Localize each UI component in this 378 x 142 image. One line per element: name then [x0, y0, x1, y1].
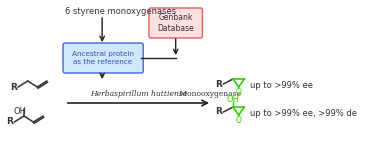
- Text: OH: OH: [14, 107, 26, 116]
- Text: R: R: [6, 117, 13, 127]
- Text: O: O: [236, 88, 242, 97]
- Text: Ancestral protein
as the reference: Ancestral protein as the reference: [72, 51, 134, 65]
- Text: O: O: [236, 116, 242, 125]
- Text: Herbaspirillum huttiense: Herbaspirillum huttiense: [90, 90, 187, 98]
- Text: up to >99% ee: up to >99% ee: [250, 81, 313, 89]
- Text: OH: OH: [226, 94, 239, 104]
- Text: R: R: [10, 83, 17, 91]
- FancyBboxPatch shape: [63, 43, 143, 73]
- Text: R: R: [215, 107, 222, 116]
- Text: Genbank
Database: Genbank Database: [157, 13, 194, 33]
- Text: R: R: [215, 80, 222, 88]
- Text: Monooxygenase: Monooxygenase: [177, 90, 241, 98]
- Text: up to >99% ee, >99% de: up to >99% ee, >99% de: [250, 108, 357, 117]
- FancyBboxPatch shape: [149, 8, 202, 38]
- Text: 6 styrene monoxygenases: 6 styrene monoxygenases: [65, 7, 176, 16]
